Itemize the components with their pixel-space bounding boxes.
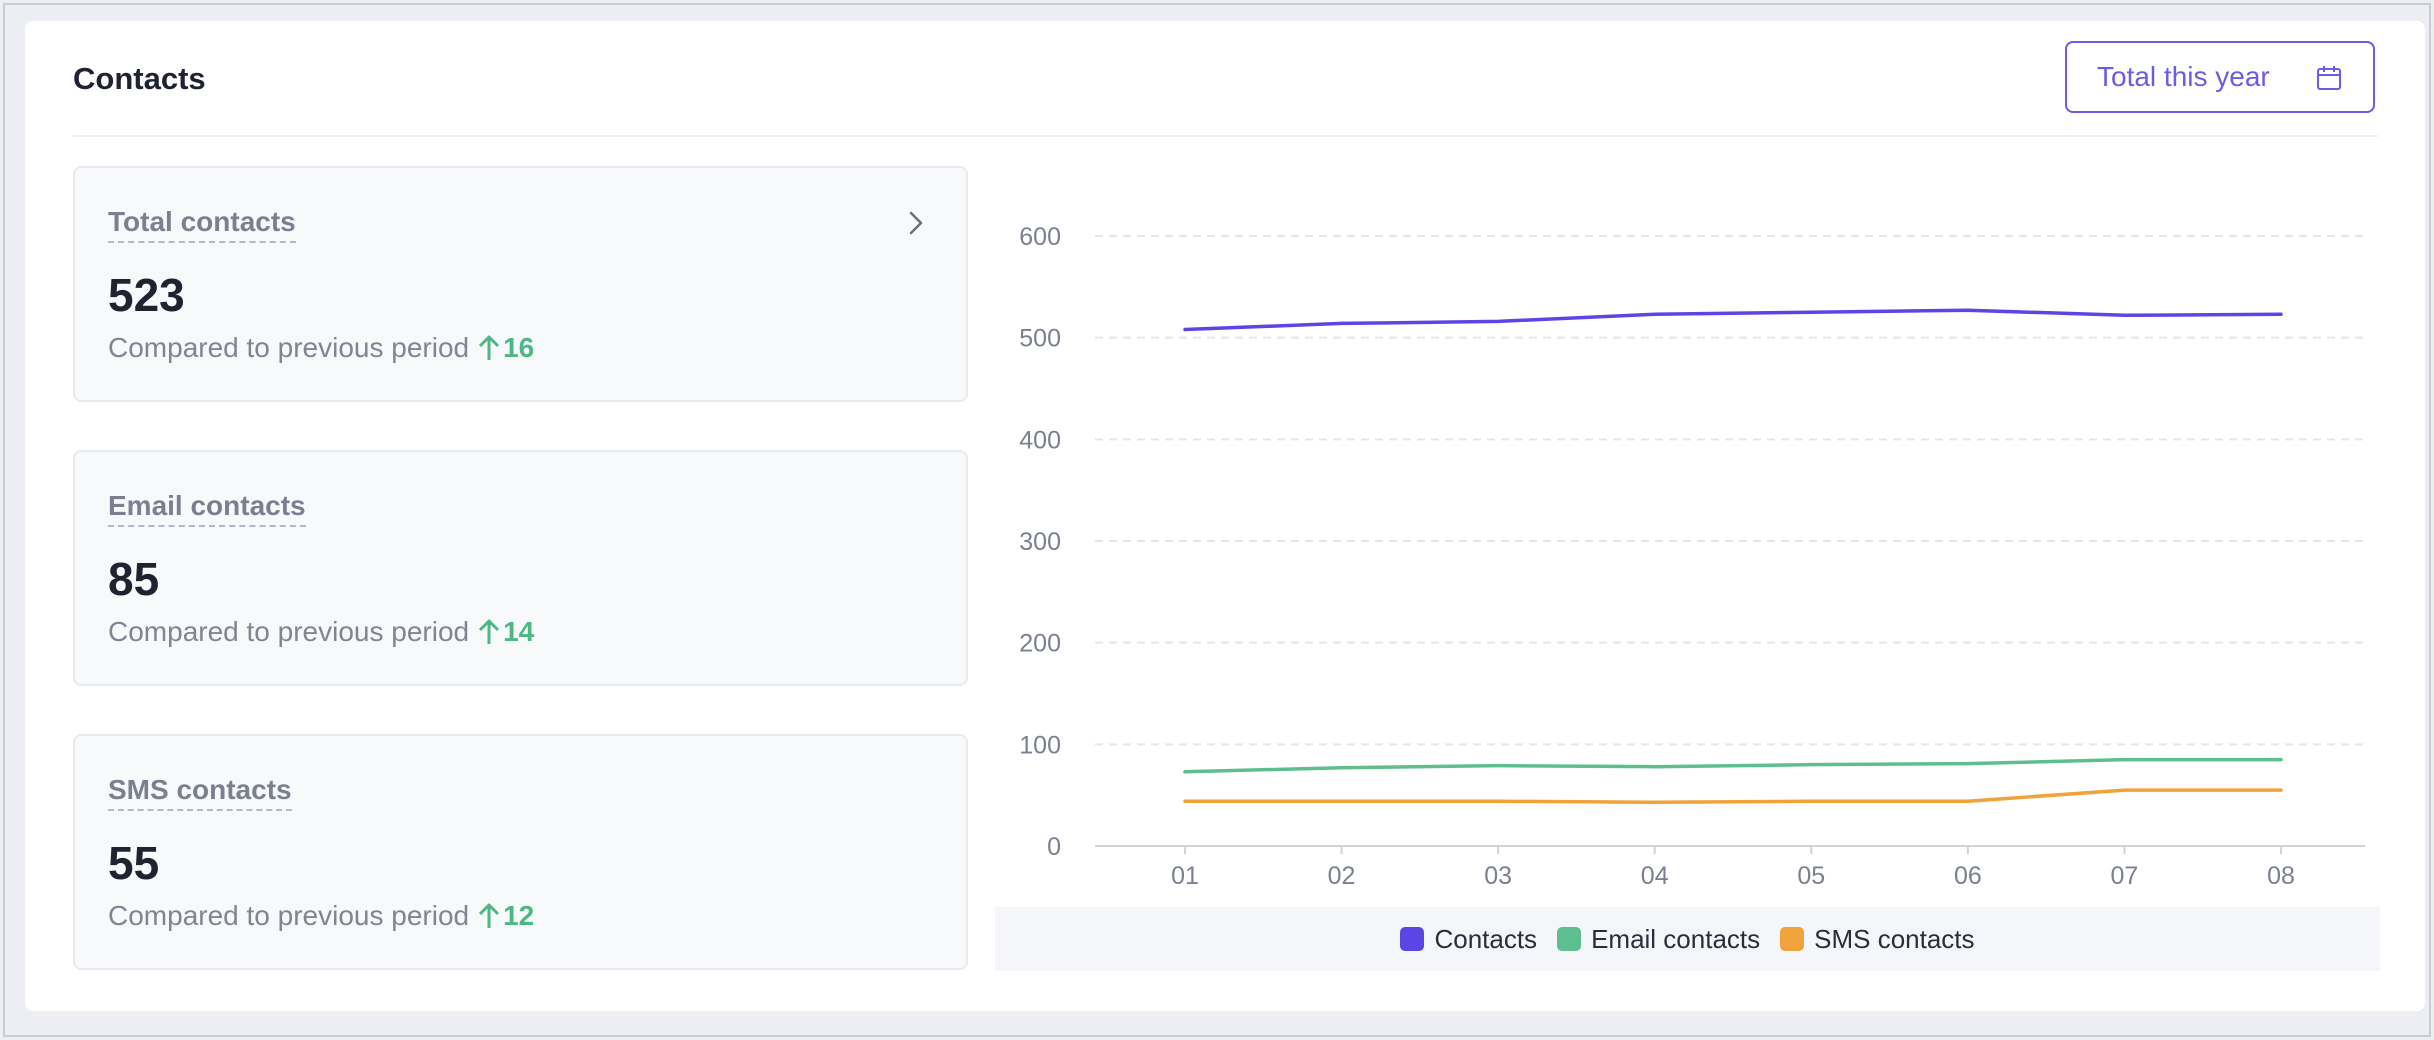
series-line-sms-contacts (1183, 788, 2283, 805)
legend-item-sms-contacts[interactable]: SMS contacts (1780, 923, 1975, 955)
chart-legend: Contacts Email contacts SMS contacts (995, 907, 2380, 971)
y-tick-label: 500 (1019, 325, 1061, 353)
stat-value: 55 (108, 837, 160, 889)
window-frame: Contacts Total this year Total contacts … (3, 3, 2431, 1037)
legend-label: SMS contacts (1814, 923, 1975, 954)
x-tick-label: 01 (1171, 862, 1199, 890)
legend-swatch (1780, 927, 1805, 951)
compare-text: Compared to previous period (108, 616, 470, 647)
calendar-icon (2317, 66, 2341, 90)
delta-value: 16 (503, 332, 535, 363)
y-tick-label: 600 (1019, 223, 1061, 251)
legend-swatch (1400, 927, 1425, 951)
date-range-label: Total this year (2097, 61, 2270, 92)
legend-label: Email contacts (1591, 923, 1761, 954)
x-tick-label: 06 (1954, 862, 1982, 890)
arrow-up-icon (479, 903, 500, 928)
y-tick-label: 300 (1019, 528, 1061, 556)
date-range-button[interactable]: Total this year (2065, 41, 2375, 113)
arrow-up-icon (479, 335, 500, 360)
delta-up: 14 (477, 616, 534, 648)
delta-value: 14 (503, 616, 535, 647)
stat-label: Total contacts (108, 206, 296, 243)
delta-value: 12 (503, 900, 535, 931)
stat-compare: Compared to previous period 14 (108, 616, 534, 648)
x-tick-label: 05 (1797, 862, 1825, 890)
x-tick-label: 04 (1641, 862, 1669, 890)
x-tick-label: 08 (2267, 862, 2295, 890)
y-tick-label: 100 (1019, 731, 1061, 759)
legend-label: Contacts (1434, 923, 1538, 954)
stat-compare: Compared to previous period 16 (108, 332, 534, 364)
stat-label: SMS contacts (108, 774, 292, 811)
panel-title: Contacts (73, 61, 206, 96)
stat-value: 85 (108, 553, 160, 605)
compare-text: Compared to previous period (108, 332, 470, 363)
stat-label: Email contacts (108, 490, 306, 527)
x-tick-label: 07 (2111, 862, 2139, 890)
chart-svg: 0 100 200 300 400 500 600 01 02 03 04 05 06 07 08 (1019, 223, 2365, 890)
delta-up: 16 (477, 332, 534, 364)
contacts-line-chart: 0 100 200 300 400 500 600 01 02 03 04 05 06 07 08 (995, 161, 2380, 906)
compare-text: Compared to previous period (108, 900, 470, 931)
y-tick-label: 400 (1019, 426, 1061, 454)
y-tick-label: 0 (1047, 833, 1061, 861)
stat-compare: Compared to previous period 12 (108, 900, 534, 932)
legend-item-contacts[interactable]: Contacts (1400, 924, 1537, 955)
x-tick-label: 02 (1328, 862, 1356, 890)
stat-card-sms-contacts: SMS contacts 55 Compared to previous per… (73, 734, 968, 970)
contacts-panel: Contacts Total this year Total contacts … (25, 21, 2425, 1011)
series-line-email-contacts (1183, 757, 2283, 774)
x-tick-label: 03 (1484, 862, 1512, 890)
stat-value: 523 (108, 269, 185, 321)
y-tick-label: 200 (1019, 630, 1061, 658)
panel-header: Contacts Total this year (25, 21, 2425, 136)
delta-up: 12 (477, 900, 534, 932)
legend-item-email-contacts[interactable]: Email contacts (1557, 924, 1760, 955)
chevron-right-icon[interactable] (904, 208, 928, 238)
legend-swatch (1557, 927, 1582, 951)
series-line-contacts (1183, 308, 2283, 332)
arrow-up-icon (479, 619, 500, 644)
stat-card-total-contacts[interactable]: Total contacts 523 Compared to previous … (73, 166, 968, 402)
header-divider (73, 135, 2378, 137)
stat-card-email-contacts: Email contacts 85 Compared to previous p… (73, 450, 968, 686)
